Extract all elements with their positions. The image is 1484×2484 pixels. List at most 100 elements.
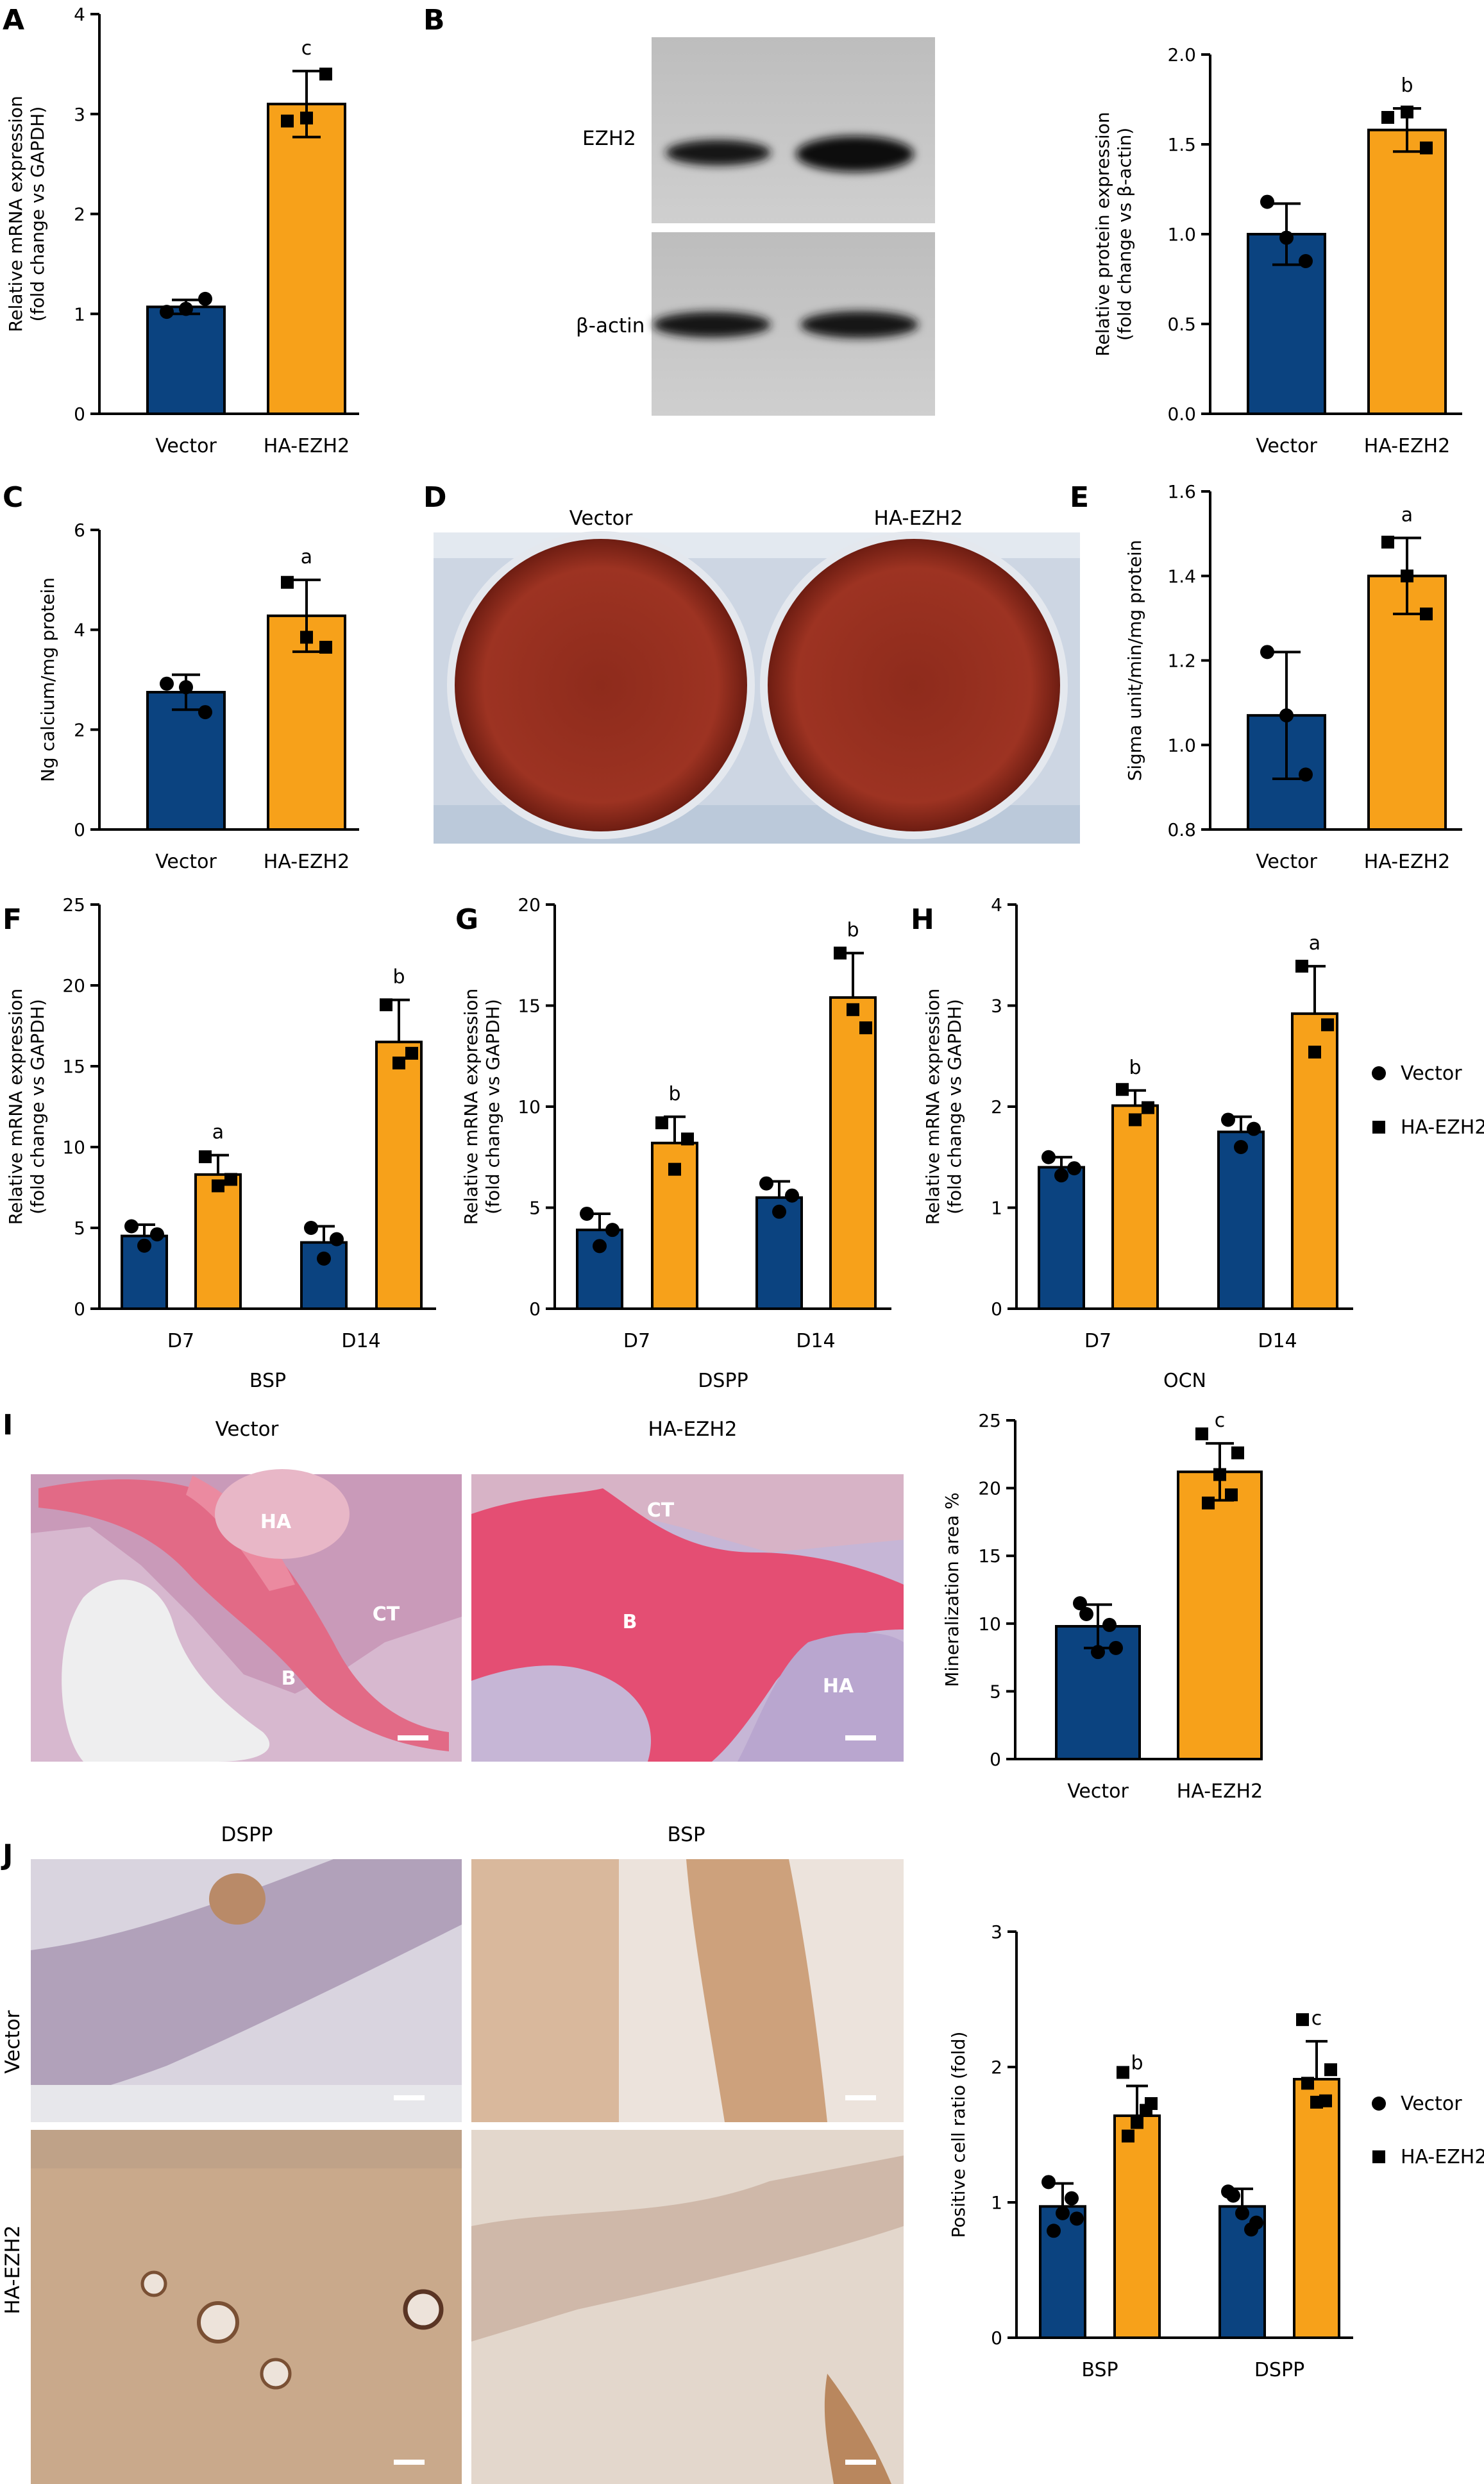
data-point: [1308, 1045, 1321, 1059]
data-point: [1381, 536, 1394, 549]
ihc-images: DSPP BSP Vector HA-EZH2: [1, 1823, 904, 2484]
chart-panel-j: b c BSP DSPP 0 1 2 3 Positive cell ratio (fold) V…: [948, 1921, 1484, 2381]
y-tick-label: 20: [518, 894, 541, 915]
y-tick-label: 0: [990, 1749, 1001, 1770]
y-tick-label: 2: [74, 204, 85, 225]
y-tick-label: 5: [990, 1681, 1001, 1702]
y-tick-label: 0: [74, 1298, 85, 1320]
data-point: [212, 1179, 224, 1193]
alizarin-plate: Vector HA-EZH2: [434, 507, 1080, 844]
data-point: [1295, 960, 1308, 973]
data-point: [281, 114, 294, 128]
data-point: [859, 1021, 872, 1035]
x-tick-label: HA-EZH2: [264, 435, 350, 457]
y-axis-label-sub: (fold change vs GAPDH): [482, 999, 503, 1214]
data-point: [1091, 1645, 1105, 1660]
y-tick-label: 3: [991, 996, 1002, 1017]
y-tick-label: 2: [991, 1096, 1002, 1118]
y-axis-label: Relative mRNA expression: [5, 96, 26, 332]
well-vector: [455, 539, 747, 831]
y-tick-label: 1.0: [1167, 735, 1196, 756]
data-point: [1235, 2206, 1249, 2220]
data-point: [199, 1150, 212, 1164]
he-label-ha: HA-EZH2: [648, 1418, 738, 1441]
data-point: [1420, 608, 1433, 621]
data-point: [1247, 1121, 1261, 1136]
data-point: [392, 1056, 405, 1069]
data-point: [847, 1003, 859, 1016]
bar-b-ha-ezh2: [1367, 128, 1447, 415]
y-tick-label: 5: [74, 1218, 85, 1239]
data-point: [1324, 2063, 1337, 2077]
x-tick-label: D7: [1084, 1330, 1111, 1352]
blot-label-ezh2: EZH2: [582, 127, 636, 150]
panel-label-i: I: [3, 1409, 13, 1442]
y-tick-label: 0: [74, 819, 85, 840]
significance-label: a: [1401, 504, 1413, 526]
data-point: [1279, 230, 1294, 245]
y-tick-label: 3: [74, 104, 85, 125]
data-point: [593, 1239, 607, 1254]
data-point: [1117, 2066, 1129, 2079]
y-axis-label-sub: (fold change vs GAPDH): [27, 999, 48, 1214]
panel-label-e: E: [1070, 481, 1089, 514]
chart-panel-f: a b D7 D14 BSP 0 5 10 15 20 25 Relative mRNA expres…: [5, 894, 436, 1392]
charts-layer: Vector c HA-EZH2 0 1 2 3 4 Relative mRNA express…: [5, 4, 1484, 2381]
bar-h-d14-s0: [1217, 1130, 1265, 1310]
y-axis-label-sub: (fold change vs GAPDH): [27, 106, 48, 322]
y-tick-label: 1: [74, 303, 85, 325]
data-point: [1234, 1140, 1248, 1154]
region-label-b-2: B: [623, 1611, 637, 1633]
data-point: [1381, 111, 1394, 124]
panel-label-f: F: [3, 903, 22, 936]
x-tick-label: D14: [341, 1330, 380, 1352]
data-point: [224, 1173, 237, 1186]
ihc-row-vector: Vector: [1, 2010, 24, 2073]
x-axis-label: BSP: [249, 1370, 286, 1392]
data-point: [1041, 2175, 1056, 2190]
data-point: [405, 1046, 418, 1060]
data-point: [300, 111, 313, 124]
data-point: [317, 1251, 331, 1266]
panel-label-d: D: [423, 481, 447, 514]
significance-label: a: [301, 546, 312, 568]
x-tick-label: D7: [623, 1330, 650, 1352]
data-point: [1299, 767, 1313, 782]
data-point: [1401, 569, 1413, 583]
panel-label-b: B: [423, 4, 445, 37]
data-point: [1244, 2222, 1258, 2237]
y-tick-label: 1.6: [1167, 481, 1196, 502]
data-point: [1041, 1150, 1056, 1164]
data-point: [150, 1227, 164, 1242]
data-point: [137, 1238, 151, 1253]
y-tick-label: 5: [529, 1198, 541, 1219]
blot-membrane-ezh2: [652, 37, 935, 223]
data-point: [124, 1219, 139, 1234]
data-point: [1079, 1607, 1093, 1622]
bar-c-vector: [146, 690, 226, 831]
panel-label-j: J: [1, 1839, 13, 1871]
data-point: [1321, 1018, 1334, 1032]
x-tick-label: D14: [1258, 1330, 1297, 1352]
y-tick-label: 0.0: [1167, 404, 1196, 425]
bar-f-d14-s1: [375, 1041, 423, 1310]
legend-label-vector: Vector: [1401, 2093, 1462, 2115]
y-tick-label: 4: [991, 894, 1002, 915]
blot-label-actin: β-actin: [576, 314, 645, 337]
x-tick-label: D14: [796, 1330, 835, 1352]
data-point: [1073, 1596, 1087, 1611]
y-tick-label: 0.8: [1167, 819, 1196, 840]
data-point: [1131, 2116, 1143, 2129]
data-point: [785, 1188, 799, 1203]
data-point: [1401, 105, 1413, 119]
y-tick-label: 2: [74, 719, 85, 740]
x-tick-label: Vector: [1256, 435, 1317, 457]
significance-label: b: [1401, 74, 1413, 97]
data-point: [1070, 2211, 1084, 2226]
x-tick-label: D7: [167, 1330, 194, 1352]
chart-panel-a: Vector c HA-EZH2 0 1 2 3 4 Relative mRNA express…: [5, 4, 359, 457]
chart-panel-b: Vector b HA-EZH2 0.0 0.5 1.0 1.5 2.0 Relative pr…: [1092, 44, 1462, 457]
y-tick-label: 25: [62, 894, 85, 915]
y-axis-label: Relative mRNA expression: [5, 989, 26, 1225]
